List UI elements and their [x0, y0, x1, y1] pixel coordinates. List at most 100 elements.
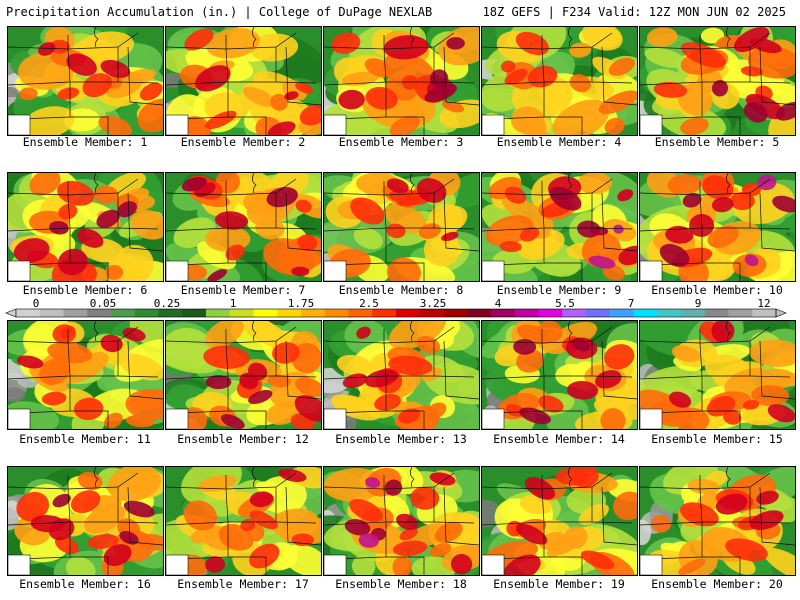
state-boundary: [443, 340, 479, 400]
state-boundary: [568, 321, 573, 342]
member-map-panel: [481, 466, 638, 576]
member-caption: Ensemble Member: 12: [177, 432, 309, 446]
member-map-panel: [323, 172, 480, 282]
state-boundary: [225, 178, 297, 196]
state-boundary: [275, 375, 317, 378]
state-boundary: [699, 32, 771, 50]
scale-swatch: [443, 309, 468, 317]
precip-field: [324, 27, 479, 135]
state-boundary: [759, 486, 795, 546]
scale-swatch: [87, 309, 112, 317]
member-caption: Ensemble Member: 1: [22, 135, 148, 149]
state-boundary: [544, 116, 583, 135]
member-caption: Ensemble Member: 17: [177, 577, 309, 591]
state-boundary: [383, 326, 455, 344]
member-map-panel: [639, 466, 796, 576]
state-boundary: [544, 262, 583, 281]
state-boundary: [433, 227, 475, 230]
state-boundary: [225, 326, 297, 344]
state-boundary: [228, 410, 267, 429]
precip-field: [166, 321, 321, 429]
scale-tick-label: 9: [694, 297, 702, 310]
scale-swatch: [301, 309, 326, 317]
state-boundary: [117, 81, 159, 84]
scale-tick-label: 4: [494, 297, 502, 310]
member-map-panel: [7, 172, 164, 282]
precip-field: [8, 173, 163, 281]
state-boundary: [410, 27, 415, 48]
member-caption: Ensemble Member: 13: [335, 432, 467, 446]
scale-swatch: [752, 309, 777, 317]
member-map-panel: [481, 26, 638, 136]
member-map-panel: [323, 320, 480, 430]
state-boundary: [702, 410, 741, 429]
scale-swatch: [562, 309, 587, 317]
member-map-panel: [7, 466, 164, 576]
state-boundary: [386, 116, 425, 135]
scale-tick-label: 2.5: [359, 297, 379, 310]
state-boundary: [601, 340, 637, 400]
state-boundary: [386, 556, 425, 575]
state-boundary: [759, 46, 795, 106]
scale-swatch: [681, 309, 706, 317]
state-boundary: [601, 192, 637, 252]
member-map-panel: [639, 26, 796, 136]
scale-swatch: [16, 309, 41, 317]
state-boundary: [252, 321, 257, 342]
state-boundary: [252, 27, 257, 48]
member-caption: Ensemble Member: 8: [338, 283, 464, 297]
state-boundary: [410, 467, 415, 488]
member-caption: Ensemble Member: 4: [496, 135, 622, 149]
scale-swatch: [182, 309, 207, 317]
scale-swatch: [253, 309, 278, 317]
scale-swatch: [467, 309, 492, 317]
member-caption: Ensemble Member: 14: [493, 432, 625, 446]
scale-swatch: [229, 309, 254, 317]
precip-field: [324, 173, 479, 281]
state-boundary: [67, 472, 139, 490]
scale-swatch: [277, 309, 302, 317]
state-boundary: [410, 173, 415, 194]
scale-swatch: [396, 309, 421, 317]
state-boundary: [759, 192, 795, 252]
scale-swatch: [419, 309, 444, 317]
precip-field: [8, 467, 163, 575]
scale-swatch: [491, 309, 516, 317]
state-boundary: [591, 375, 633, 378]
state-boundary: [591, 227, 633, 230]
member-caption: Ensemble Member: 18: [335, 577, 467, 591]
state-boundary: [702, 262, 741, 281]
member-caption: Ensemble Member: 10: [651, 283, 783, 297]
scale-tick-label: 0.25: [153, 297, 181, 310]
state-boundary: [127, 340, 163, 400]
member-caption: Ensemble Member: 16: [19, 577, 151, 591]
state-boundary: [568, 27, 573, 48]
state-boundary: [702, 116, 741, 135]
state-boundary: [127, 46, 163, 106]
state-boundary: [228, 262, 267, 281]
state-boundary: [285, 486, 321, 546]
member-caption: Ensemble Member: 11: [19, 432, 151, 446]
state-boundary: [70, 116, 109, 135]
state-boundary: [699, 472, 771, 490]
precip-field: [324, 467, 479, 575]
state-boundary: [386, 262, 425, 281]
precip-field: [482, 27, 637, 135]
state-boundary: [252, 467, 257, 488]
scale-tick-label: 0.05: [89, 297, 117, 310]
scale-tick-label: 3.25: [419, 297, 447, 310]
precip-field: [640, 321, 795, 429]
scale-swatch: [704, 309, 729, 317]
state-boundary: [749, 227, 791, 230]
member-caption: Ensemble Member: 3: [338, 135, 464, 149]
member-caption: Ensemble Member: 5: [654, 135, 780, 149]
state-boundary: [541, 472, 613, 490]
state-boundary: [225, 32, 297, 50]
state-boundary: [699, 326, 771, 344]
state-boundary: [127, 486, 163, 546]
precip-field: [482, 173, 637, 281]
member-map-panel: [165, 26, 322, 136]
scale-tick-label: 5.5: [555, 297, 575, 310]
member-map-panel: [481, 172, 638, 282]
scale-swatch: [538, 309, 563, 317]
